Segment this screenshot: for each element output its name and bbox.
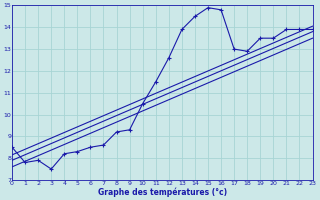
X-axis label: Graphe des températures (°c): Graphe des températures (°c) [98, 187, 227, 197]
